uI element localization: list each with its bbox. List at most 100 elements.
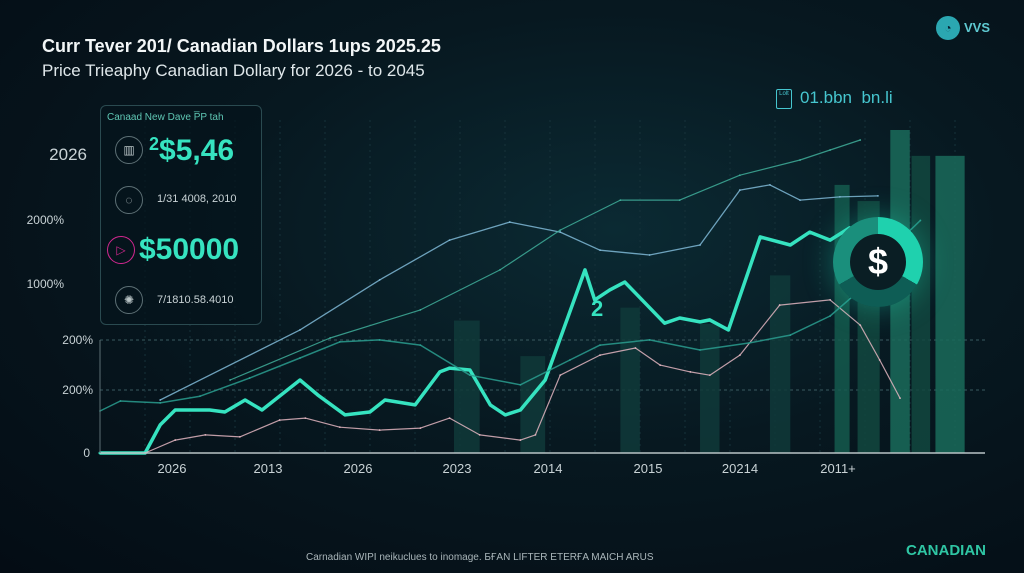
data-point: [877, 194, 879, 197]
data-point: [503, 413, 507, 417]
chip-icon: Lolt: [776, 88, 792, 109]
chart-subtitle: Price Trieaphy Canadian Dollary for 2026…: [42, 61, 425, 80]
bar: [769, 275, 791, 453]
data-point: [338, 340, 341, 343]
data-point: [738, 174, 741, 177]
data-point: [469, 374, 471, 377]
data-point: [448, 239, 451, 242]
data-point: [726, 328, 730, 332]
data-point: [119, 400, 122, 402]
data-point: [304, 417, 307, 420]
data-point: [499, 268, 501, 271]
data-point: [599, 354, 601, 357]
data-point: [799, 159, 801, 161]
x-tick-label: 2026: [157, 461, 187, 476]
info-card: Canaad New Dave P̅P tah ▥ 2$5,46 ◌ 1/31 …: [100, 105, 262, 325]
y-tick-label: 2000%: [26, 213, 64, 227]
data-point: [789, 334, 792, 337]
marker-label: 2: [591, 296, 604, 321]
data-point: [378, 278, 381, 281]
data-point: [583, 268, 587, 272]
x-tick-label: 2011+: [820, 461, 856, 476]
data-point: [778, 304, 781, 306]
x-tick-label: 2015: [633, 461, 663, 476]
x-tick-label: 2014: [533, 461, 563, 476]
data-point: [838, 195, 841, 198]
data-point: [859, 324, 862, 326]
data-point: [829, 298, 832, 301]
data-point: [159, 402, 162, 404]
data-point: [738, 354, 741, 357]
data-point: [229, 379, 231, 381]
data-point: [919, 219, 922, 222]
card-value-2: 1/31 4008, 2010: [157, 193, 237, 205]
card-value-1: 2$5,46: [149, 134, 234, 168]
dollar-gauge: $: [833, 217, 923, 307]
y-tick-label: 200%: [62, 333, 93, 347]
y-tick-label: 2026: [49, 145, 87, 164]
stats-value-2: bn.li: [861, 88, 893, 107]
x-tick-label: 2023: [442, 461, 472, 476]
series-line-1: [100, 226, 876, 455]
data-point: [678, 316, 682, 320]
data-point: [648, 339, 651, 341]
data-point: [419, 427, 422, 430]
card-value-4: 7/1810.58.4010: [157, 294, 234, 306]
data-point: [593, 298, 597, 302]
bar: [620, 307, 640, 453]
data-point: [383, 398, 387, 402]
data-point: [659, 364, 662, 367]
data-point: [378, 339, 381, 341]
data-point: [438, 370, 442, 374]
data-point: [316, 393, 320, 397]
data-point: [243, 398, 247, 402]
data-point: [238, 435, 241, 438]
y-tick-label: 200%: [62, 383, 93, 397]
data-point: [208, 408, 212, 412]
data-point: [599, 249, 601, 252]
y-tick-label: 1000%: [26, 277, 64, 291]
data-point: [559, 374, 562, 377]
data-point: [829, 315, 832, 317]
data-point: [808, 230, 812, 234]
bar-chart-icon: ▥: [115, 136, 143, 164]
bar: [834, 184, 850, 453]
play-icon: ▷: [107, 236, 135, 264]
data-point: [543, 378, 547, 382]
data-point: [419, 344, 422, 347]
data-point: [559, 229, 562, 232]
data-point: [248, 377, 251, 379]
data-point: [413, 403, 417, 407]
data-point: [519, 383, 522, 386]
bar: [935, 155, 965, 453]
data-point: [488, 403, 492, 407]
data-point: [278, 419, 281, 421]
data-point: [698, 320, 702, 324]
bar: [700, 323, 720, 453]
data-point: [534, 434, 537, 436]
data-point: [678, 199, 681, 201]
data-point: [799, 199, 801, 201]
data-point: [829, 149, 832, 151]
data-point: [623, 280, 627, 284]
data-point: [368, 410, 372, 414]
stats-value-1: 01.bbn: [800, 88, 852, 107]
data-point: [343, 413, 347, 417]
data-point: [899, 397, 901, 399]
card-value-main: $5,46: [159, 134, 235, 167]
card-value-3: $50000: [139, 233, 240, 266]
data-point: [223, 410, 227, 414]
data-point: [419, 309, 422, 311]
data-point: [338, 426, 341, 429]
brand-label: CANADIAN: [906, 542, 986, 559]
data-point: [699, 349, 701, 351]
card-value-prefix: 2: [149, 134, 160, 154]
series-line-4: [99, 219, 921, 412]
data-point: [599, 344, 601, 347]
data-point: [159, 399, 162, 401]
data-point: [748, 341, 751, 344]
data-point: [663, 321, 667, 325]
data-point: [260, 408, 264, 412]
data-point: [708, 374, 711, 377]
data-point: [298, 378, 302, 382]
